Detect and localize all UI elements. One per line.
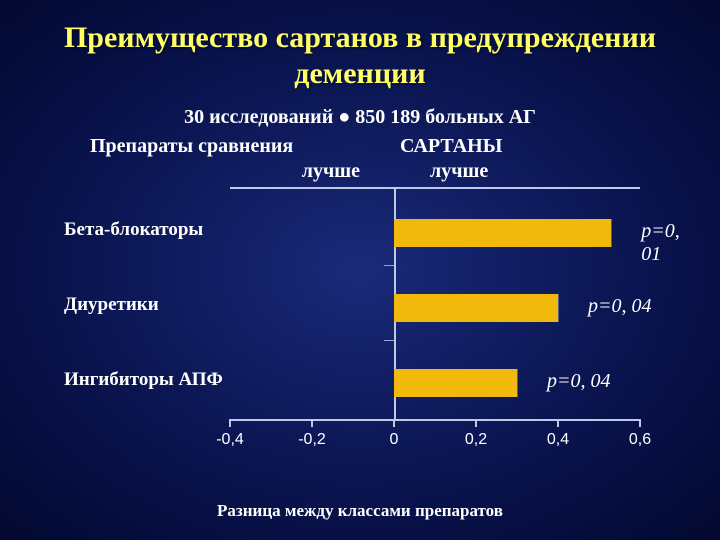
x-tick [229, 419, 231, 427]
row-label: Бета-блокаторы [60, 219, 229, 241]
x-tick-label: 0,4 [547, 431, 569, 449]
row-separator [384, 340, 394, 341]
chart-bar [394, 369, 517, 397]
x-tick-label: -0,4 [216, 431, 244, 449]
x-tick [557, 419, 559, 427]
chart-bar [394, 219, 611, 247]
x-tick-label: 0 [390, 431, 399, 449]
x-tick-label: -0,2 [298, 431, 326, 449]
x-tick [639, 419, 641, 427]
p-value: р=0, 04 [588, 295, 652, 318]
direction-left-top: Препараты сравнения [70, 135, 380, 158]
subtitle: 30 исследований ● 850 189 больных АГ [40, 106, 680, 129]
direction-labels-top: Препараты сравнения САРТАНЫ [40, 135, 680, 158]
row-label: Диуретики [60, 294, 229, 316]
x-axis-caption: Разница между классами препаратов [40, 501, 680, 521]
p-value: р=0, 04 [547, 370, 611, 393]
x-tick-label: 0,2 [465, 431, 487, 449]
slide-title: Преимущество сартанов в предупреждении д… [40, 20, 680, 92]
row-label: Ингибиторы АПФ [60, 369, 229, 391]
row-separator [384, 265, 394, 266]
slide: Преимущество сартанов в предупреждении д… [0, 0, 720, 540]
x-tick [311, 419, 313, 427]
x-tick-label: 0,6 [629, 431, 651, 449]
title-line1: Преимущество сартанов в предупреждении [64, 21, 656, 54]
chart-bar [394, 294, 558, 322]
x-tick [393, 419, 395, 427]
direction-right-top: САРТАНЫ [380, 135, 690, 158]
direction-left-bottom: лучше [70, 160, 410, 183]
direction-labels-bottom: лучше лучше [40, 160, 680, 183]
x-tick [475, 419, 477, 427]
title-line2: деменции [294, 57, 425, 90]
forest-chart: -0,4-0,200,20,40,6 Бета-блокаторыр=0, 01… [60, 187, 660, 457]
p-value: р=0, 01 [641, 220, 680, 266]
direction-right-bottom: лучше [410, 160, 720, 183]
